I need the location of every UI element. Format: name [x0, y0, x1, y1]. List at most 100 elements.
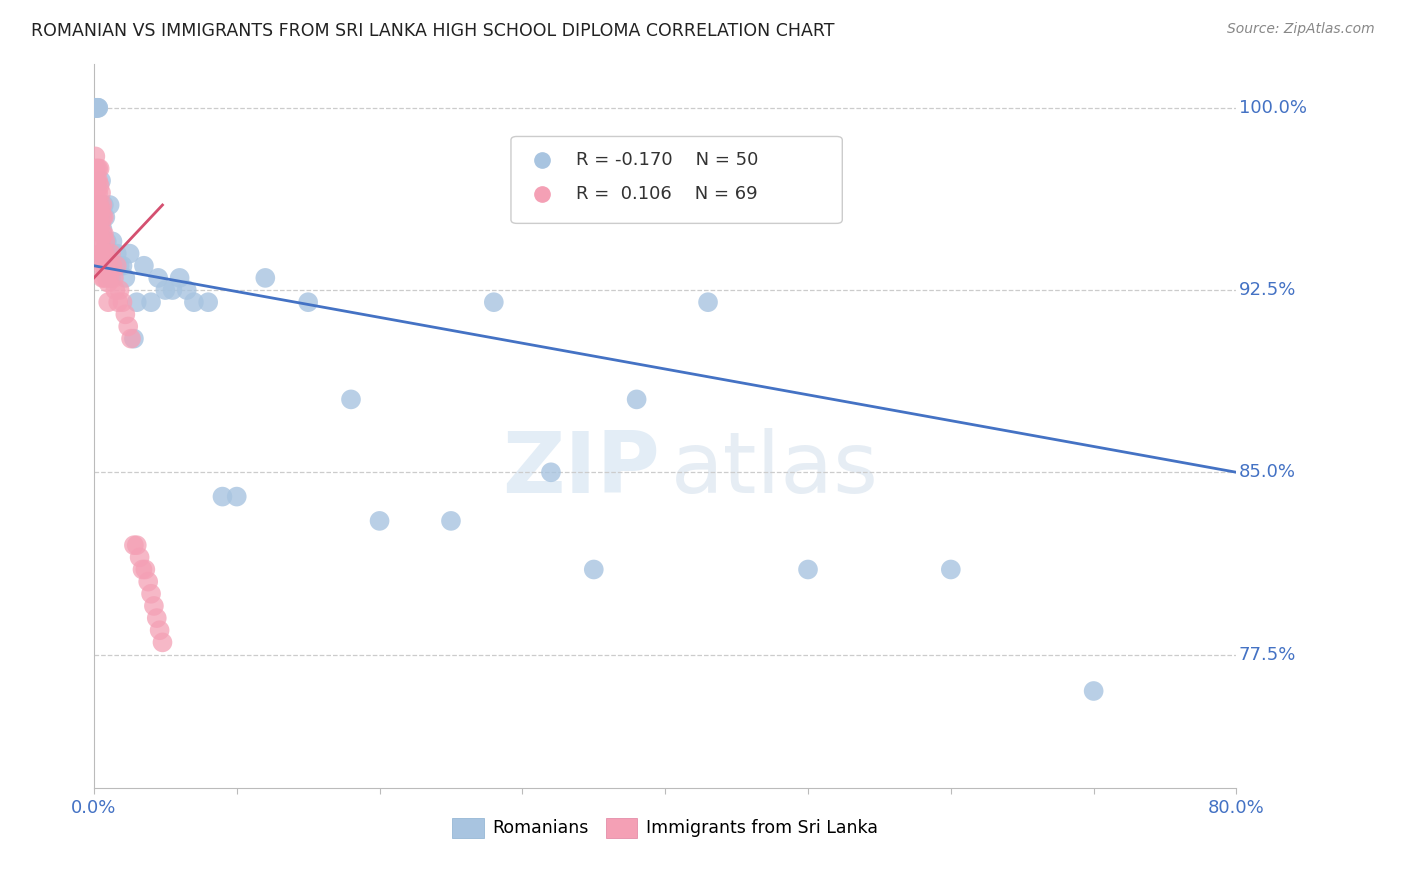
Point	[91, 227, 114, 242]
Point	[93, 227, 115, 242]
Point	[139, 587, 162, 601]
Legend: Romanians, Immigrants from Sri Lanka: Romanians, Immigrants from Sri Lanka	[446, 811, 884, 845]
Point	[86, 186, 108, 200]
Point	[94, 246, 117, 260]
Point	[90, 202, 112, 217]
Point	[91, 198, 114, 212]
Point	[86, 101, 108, 115]
Point	[101, 259, 124, 273]
Point	[87, 222, 110, 236]
Point	[91, 271, 114, 285]
Point	[100, 246, 122, 260]
Point	[120, 332, 142, 346]
Point	[98, 198, 121, 212]
Point	[93, 246, 115, 260]
Point	[111, 295, 134, 310]
Point	[797, 562, 820, 576]
Point	[89, 161, 111, 176]
Point	[482, 295, 505, 310]
Point	[122, 538, 145, 552]
Point	[90, 218, 112, 232]
Point	[132, 259, 155, 273]
Point	[94, 210, 117, 224]
Text: Source: ZipAtlas.com: Source: ZipAtlas.com	[1227, 22, 1375, 37]
Point	[697, 295, 720, 310]
Text: 92.5%: 92.5%	[1239, 281, 1296, 299]
Point	[105, 259, 128, 273]
Text: 100.0%: 100.0%	[1239, 99, 1306, 117]
Point	[87, 174, 110, 188]
FancyBboxPatch shape	[510, 136, 842, 223]
Point	[89, 222, 111, 236]
Point	[89, 198, 111, 212]
Point	[93, 210, 115, 224]
Point	[87, 161, 110, 176]
Point	[111, 259, 134, 273]
Point	[86, 101, 108, 115]
Point	[89, 178, 111, 193]
Point	[142, 599, 165, 613]
Point	[90, 186, 112, 200]
Point	[939, 562, 962, 576]
Point	[84, 174, 107, 188]
Point	[87, 210, 110, 224]
Point	[139, 295, 162, 310]
Point	[197, 295, 219, 310]
Point	[101, 235, 124, 249]
Point	[104, 283, 127, 297]
Point	[87, 198, 110, 212]
Point	[105, 246, 128, 260]
Text: ROMANIAN VS IMMIGRANTS FROM SRI LANKA HIGH SCHOOL DIPLOMA CORRELATION CHART: ROMANIAN VS IMMIGRANTS FROM SRI LANKA HI…	[31, 22, 834, 40]
Point	[149, 624, 172, 638]
Point	[254, 271, 277, 285]
Point	[162, 283, 184, 297]
Point	[90, 235, 112, 249]
Point	[89, 198, 111, 212]
Point	[368, 514, 391, 528]
Point	[87, 101, 110, 115]
Point	[96, 235, 118, 249]
Point	[84, 101, 107, 115]
Point	[211, 490, 233, 504]
Point	[176, 283, 198, 297]
Point	[297, 295, 319, 310]
Point	[98, 271, 121, 285]
Point	[84, 186, 107, 200]
Point	[114, 271, 136, 285]
Point	[225, 490, 247, 504]
Point	[540, 465, 562, 479]
Point	[103, 271, 125, 285]
Point	[108, 283, 131, 297]
Text: ZIP: ZIP	[502, 428, 659, 511]
Point	[94, 259, 117, 273]
Point	[97, 259, 120, 273]
Point	[169, 271, 191, 285]
Point	[125, 538, 148, 552]
Point	[87, 186, 110, 200]
Point	[86, 198, 108, 212]
Point	[91, 259, 114, 273]
Point	[91, 210, 114, 224]
Point	[90, 174, 112, 188]
Text: 85.0%: 85.0%	[1239, 463, 1296, 482]
Point	[152, 635, 174, 649]
Point	[117, 319, 139, 334]
Point	[136, 574, 159, 589]
Text: atlas: atlas	[671, 428, 879, 511]
Point	[86, 161, 108, 176]
Point	[128, 550, 150, 565]
Point	[84, 149, 107, 163]
Point	[89, 210, 111, 224]
Point	[91, 246, 114, 260]
Point	[122, 332, 145, 346]
Point	[93, 271, 115, 285]
Point	[340, 392, 363, 407]
Point	[104, 259, 127, 273]
Point	[86, 210, 108, 224]
Point	[107, 295, 129, 310]
Point	[145, 611, 167, 625]
Point	[89, 210, 111, 224]
Point	[93, 259, 115, 273]
Point	[155, 283, 177, 297]
Point	[84, 101, 107, 115]
